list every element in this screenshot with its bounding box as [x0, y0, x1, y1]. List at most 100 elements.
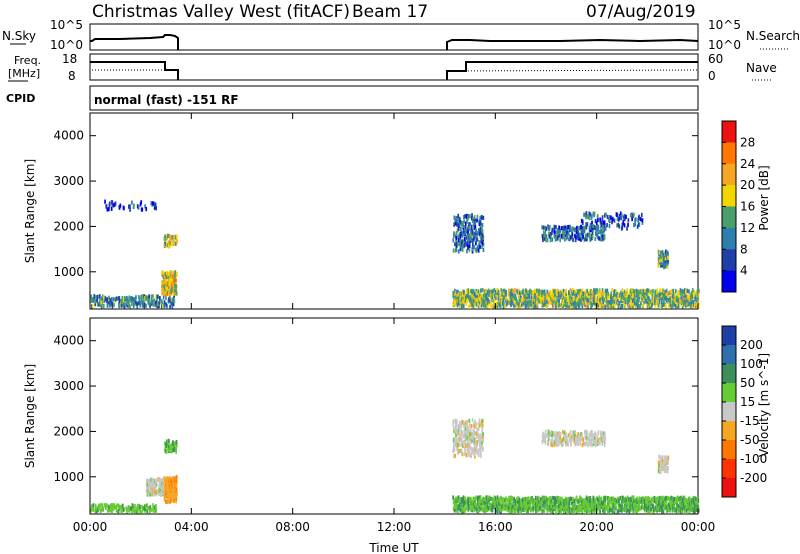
data-cell — [559, 435, 562, 440]
data-cell — [518, 498, 521, 503]
data-cell — [485, 498, 487, 503]
data-cell — [465, 229, 468, 234]
data-cell — [489, 506, 491, 511]
data-cell — [479, 232, 481, 237]
data-cell — [168, 438, 170, 443]
data-cell — [577, 432, 580, 437]
data-cell — [570, 304, 572, 309]
data-cell — [478, 437, 481, 442]
data-cell — [493, 495, 496, 500]
data-cell — [601, 296, 604, 301]
data-cell — [161, 483, 164, 488]
data-cell — [571, 291, 574, 296]
data-cell — [147, 295, 149, 300]
data-cell — [583, 441, 585, 446]
data-cell — [488, 293, 490, 298]
data-cell — [591, 214, 593, 219]
data-cell — [602, 500, 605, 505]
data-cell — [473, 298, 476, 303]
data-cell — [485, 507, 488, 512]
data-cell — [174, 277, 176, 283]
data-cell — [608, 509, 610, 514]
colorbar-tick-label: 8 — [740, 242, 748, 256]
data-cell — [625, 503, 628, 508]
data-cell — [452, 447, 455, 452]
data-cell — [537, 508, 540, 513]
data-cell — [613, 507, 616, 512]
data-cell — [534, 288, 537, 294]
data-cell — [532, 502, 535, 507]
data-cell — [543, 298, 545, 303]
data-cell — [685, 301, 687, 306]
data-cell — [174, 486, 176, 491]
colorbar-tick-label: 24 — [740, 157, 755, 171]
data-cell — [525, 298, 528, 304]
data-cell — [607, 300, 610, 305]
freq-label: Freq. — [14, 54, 41, 67]
data-cell — [521, 503, 523, 508]
nsky-frame — [89, 23, 699, 51]
data-cell — [667, 495, 670, 501]
data-cell — [472, 295, 475, 300]
data-cell — [581, 436, 583, 442]
data-cell — [669, 302, 672, 307]
data-cell — [469, 298, 471, 303]
data-cell — [155, 492, 157, 497]
data-cell — [574, 437, 577, 442]
data-cell — [661, 509, 663, 514]
data-cell — [481, 244, 483, 249]
data-cell — [491, 289, 493, 294]
data-cell — [461, 298, 464, 303]
data-cell — [528, 294, 531, 299]
data-cell — [590, 437, 593, 442]
data-cell — [467, 291, 470, 296]
data-cell — [660, 296, 663, 301]
data-cell — [471, 300, 473, 305]
data-cell — [605, 293, 607, 298]
data-cell — [555, 236, 558, 241]
data-cell — [656, 503, 658, 508]
data-cell — [173, 237, 176, 242]
data-cell — [547, 497, 550, 502]
data-cell — [546, 504, 548, 509]
data-cell — [491, 496, 494, 502]
data-cell — [599, 220, 602, 225]
data-cell — [601, 441, 604, 446]
data-cell — [584, 429, 587, 434]
data-cell — [475, 229, 478, 234]
data-cell — [106, 297, 109, 302]
cpid-frame — [89, 85, 699, 111]
data-cell — [553, 226, 556, 232]
colorbar-frame — [721, 325, 737, 498]
data-cell — [148, 486, 150, 491]
colorbar-segment — [722, 459, 736, 479]
data-cell — [604, 304, 607, 309]
data-cell — [467, 500, 469, 505]
data-cell — [137, 506, 139, 511]
data-cell — [476, 450, 479, 455]
data-cell — [613, 502, 616, 507]
data-cell — [656, 292, 658, 298]
power-data-layer — [90, 199, 700, 309]
data-cell — [94, 503, 97, 508]
data-cell — [621, 506, 623, 511]
data-cluster-3 — [163, 233, 178, 249]
colorbar-tick-label: 20 — [740, 178, 755, 192]
data-cell — [666, 250, 669, 255]
data-cell — [588, 433, 591, 438]
data-cell — [531, 496, 533, 501]
data-cell — [696, 497, 699, 502]
data-cell — [679, 288, 682, 293]
data-cell — [565, 439, 567, 444]
data-cell — [135, 301, 138, 306]
data-cell — [470, 423, 473, 429]
data-cell — [474, 220, 477, 226]
data-cell — [612, 507, 615, 512]
data-cell — [574, 238, 577, 243]
data-cell — [480, 215, 483, 220]
data-cell — [662, 291, 665, 296]
data-cell — [587, 304, 589, 309]
data-cell — [470, 288, 472, 294]
data-cell — [452, 422, 455, 428]
data-cell — [477, 289, 480, 294]
